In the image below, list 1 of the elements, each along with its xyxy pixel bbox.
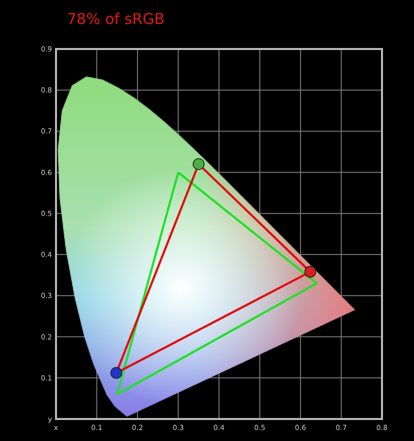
chart-title: 78% of sRGB <box>67 10 164 28</box>
